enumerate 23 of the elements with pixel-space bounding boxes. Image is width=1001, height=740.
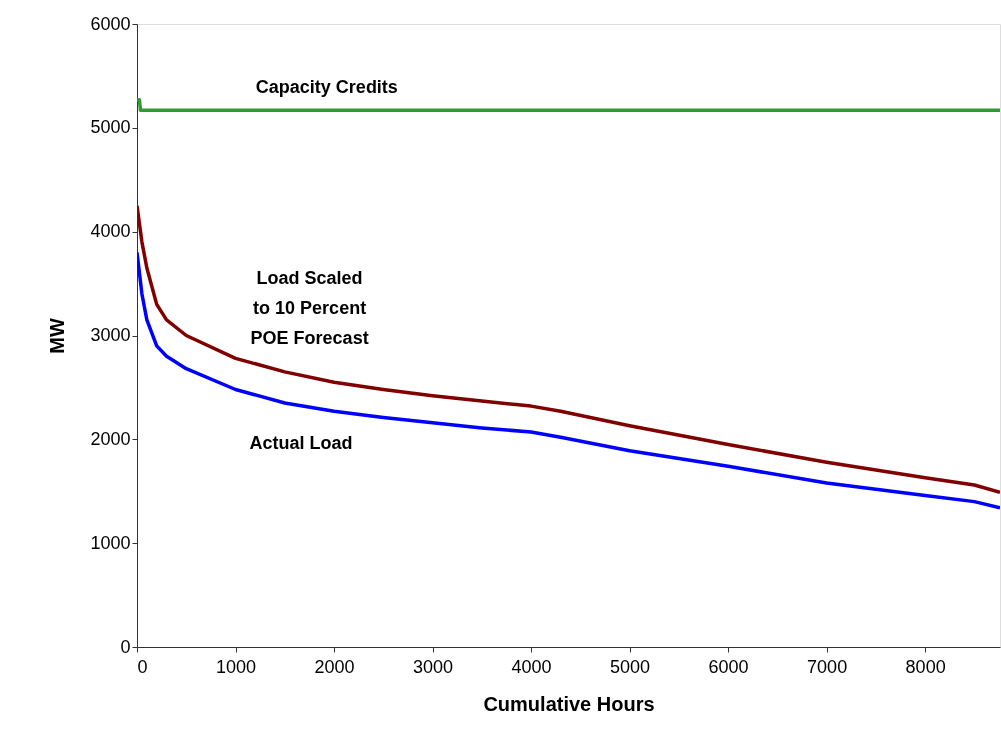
y-axis-title: MW xyxy=(46,318,69,354)
x-tick-label: 7000 xyxy=(807,656,848,677)
series-label: Load Scaled to 10 Percent POE Forecast xyxy=(250,268,369,349)
x-tick-label: 4000 xyxy=(511,656,552,677)
x-tick-label: 2000 xyxy=(314,656,355,677)
line-series xyxy=(137,203,1000,495)
x-axis-title: Cumulative Hours xyxy=(483,692,655,715)
series-label: Capacity Credits xyxy=(255,77,398,98)
x-tick-label: 3000 xyxy=(413,656,454,677)
y-tick-label: 4000 xyxy=(90,221,131,242)
y-tick-label: 1000 xyxy=(90,532,131,553)
y-tick-label: 2000 xyxy=(90,428,131,449)
x-tick-label: 8000 xyxy=(905,656,946,677)
series-label: Actual Load xyxy=(249,432,353,453)
y-tick-label: 6000 xyxy=(90,13,131,34)
y-tick-label: 0 xyxy=(120,636,131,657)
y-tick-label: 3000 xyxy=(90,325,131,345)
x-tick-label: 1000 xyxy=(215,656,257,677)
line-series xyxy=(137,250,1000,510)
x-tick-label: 5000 xyxy=(610,656,651,677)
x-tick-label: 0 xyxy=(137,656,148,677)
x-tick-label: 6000 xyxy=(708,656,749,677)
y-tick-label: 5000 xyxy=(90,117,131,138)
